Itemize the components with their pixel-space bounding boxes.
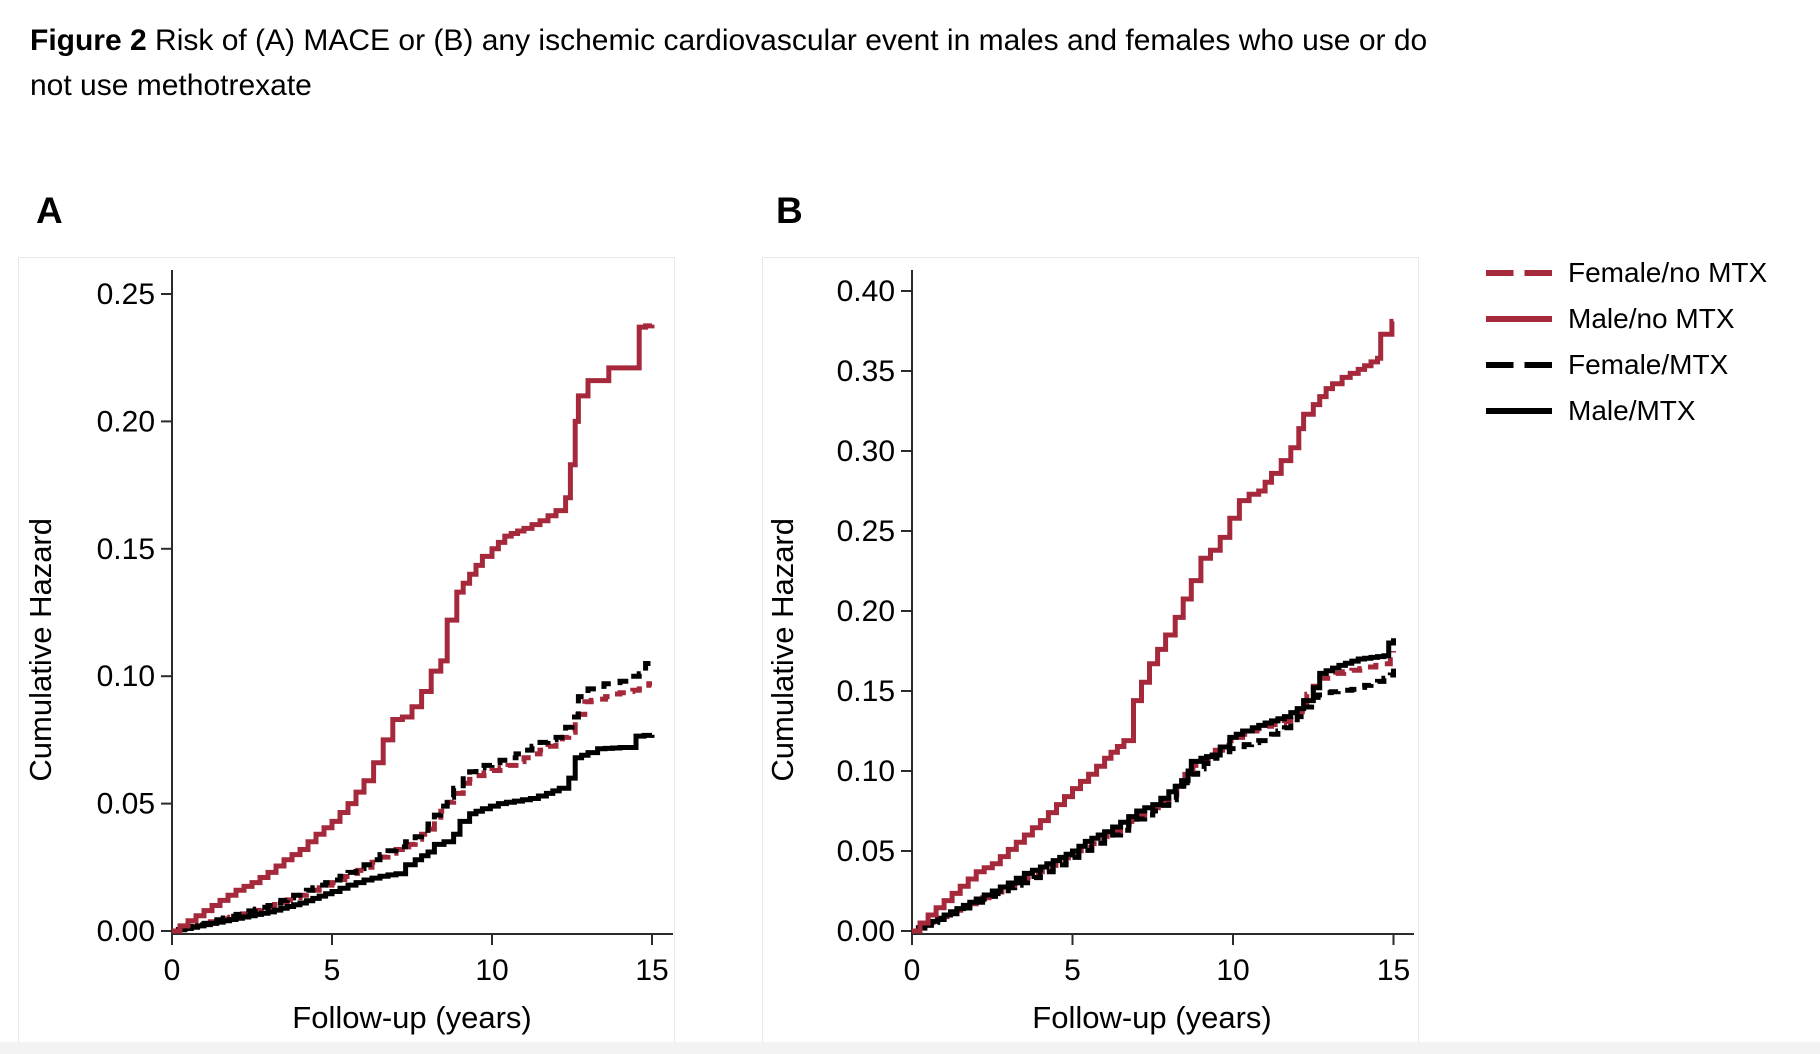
figure-bottom-edge [0,1042,1820,1054]
panel-b-y-axis-title: Cumulative Hazard [765,517,800,782]
figure-title-line1: Figure 2 Risk of (A) MACE or (B) any isc… [30,24,1428,57]
y-tick-label: 0.00 [97,915,155,948]
y-tick-label: 0.30 [837,435,895,468]
x-tick-label: 5 [1064,954,1081,987]
panel-a-letter: A [36,190,63,231]
legend-label: Male/no MTX [1568,303,1735,334]
curve-male-no-mtx [912,318,1395,934]
curve-male-mtx [172,732,655,934]
y-tick-label: 0.25 [97,278,155,311]
legend-line-sample-male-mtx [1486,408,1552,414]
legend-item-male-no-mtx: Male/no MTX [1486,296,1767,342]
y-tick-label: 0.15 [837,675,895,708]
legend-label: Male/MTX [1568,395,1696,426]
x-tick-label: 10 [475,954,508,987]
y-tick-label: 0.15 [97,533,155,566]
y-tick-label: 0.10 [837,755,895,788]
legend-line-sample-female-no-mtx [1486,270,1552,276]
x-tick-label: 15 [1377,954,1410,987]
y-tick-label: 0.40 [837,275,895,308]
y-tick-label: 0.20 [837,595,895,628]
legend-line-sample-female-mtx [1486,362,1552,368]
legend-item-male-mtx: Male/MTX [1486,388,1767,434]
y-tick-label: 0.00 [837,915,895,948]
panel-b-chart: 0.00 0.05 0.10 0.15 0.20 0.25 0.30 0.35 0.40 0 5 10… [762,257,1419,1044]
legend-item-female-no-mtx: Female/no MTX [1486,250,1767,296]
x-tick-label: 0 [904,954,921,987]
x-tick-label: 5 [324,954,341,987]
panel-a-x-axis-title: Follow-up (years) [292,1000,532,1035]
curve-female-no-mtx [912,651,1396,934]
legend: Female/no MTX Male/no MTX Female/MTX Mal… [1486,250,1767,434]
panel-a-chart: 0.00 0.05 0.10 0.15 0.20 0.25 0 5 10 15 [18,257,675,1044]
y-tick-label: 0.10 [97,660,155,693]
legend-label: Female/no MTX [1568,257,1768,288]
curve-male-no-mtx [172,323,655,934]
curve-female-no-mtx [172,681,652,934]
figure-number: Figure 2 [30,24,147,57]
panel-b-x-axis-title: Follow-up (years) [1032,1000,1272,1035]
legend-item-female-mtx: Female/MTX [1486,342,1767,388]
y-tick-label: 0.35 [837,355,895,388]
y-tick-label: 0.05 [837,835,895,868]
panel-a-y-axis-title: Cumulative Hazard [23,517,58,782]
curve-female-mtx [912,668,1396,934]
y-tick-label: 0.05 [97,788,155,821]
figure-title-line2: not use methotrexate [30,69,312,102]
y-tick-label: 0.20 [97,405,155,438]
curve-male-mtx [912,638,1396,934]
legend-label: Female/MTX [1568,349,1729,380]
x-tick-label: 0 [164,954,181,987]
y-tick-label: 0.25 [837,515,895,548]
x-tick-label: 15 [635,954,668,987]
legend-line-sample-male-no-mtx [1486,316,1552,322]
x-tick-label: 10 [1216,954,1249,987]
figure-title: Figure 2 Risk of (A) MACE or (B) any isc… [30,18,1427,108]
curve-female-mtx [172,661,652,934]
panel-b-letter: B [776,190,803,231]
